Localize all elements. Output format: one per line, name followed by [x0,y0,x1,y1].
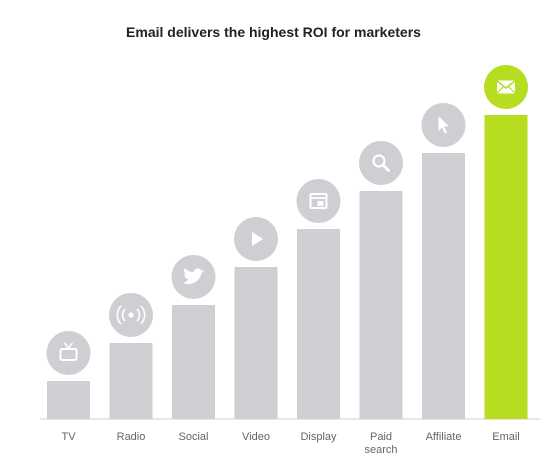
display-icon [309,193,328,209]
bar-2 [109,343,153,419]
category-label-6: Paid search [364,431,397,456]
chart-title: Email delivers the highest ROI for marke… [126,24,421,40]
icon-circle-6 [359,141,403,185]
icon-circle-1 [46,331,91,375]
category-label-8: Email [492,431,520,443]
twitter-bird-icon [183,268,205,285]
bar-4 [234,267,278,419]
category-label-1: TV [61,431,76,443]
play-icon [252,232,263,246]
bar-1 [47,381,90,419]
category-label-3: Social [179,431,209,443]
envelope-icon [496,80,516,94]
bar-7 [422,153,465,419]
bar-5 [297,229,340,419]
radio-icon [116,305,146,325]
cursor-icon [438,116,449,134]
bar-8 [484,115,528,419]
tv-icon [59,342,78,361]
search-icon [372,154,390,172]
category-label-2: Radio [117,431,146,443]
bar-6 [359,191,403,419]
category-label-4: Video [242,431,270,443]
category-label-7: Affiliate [426,431,462,443]
category-label-5: Display [300,431,337,443]
bar-3 [172,305,215,419]
